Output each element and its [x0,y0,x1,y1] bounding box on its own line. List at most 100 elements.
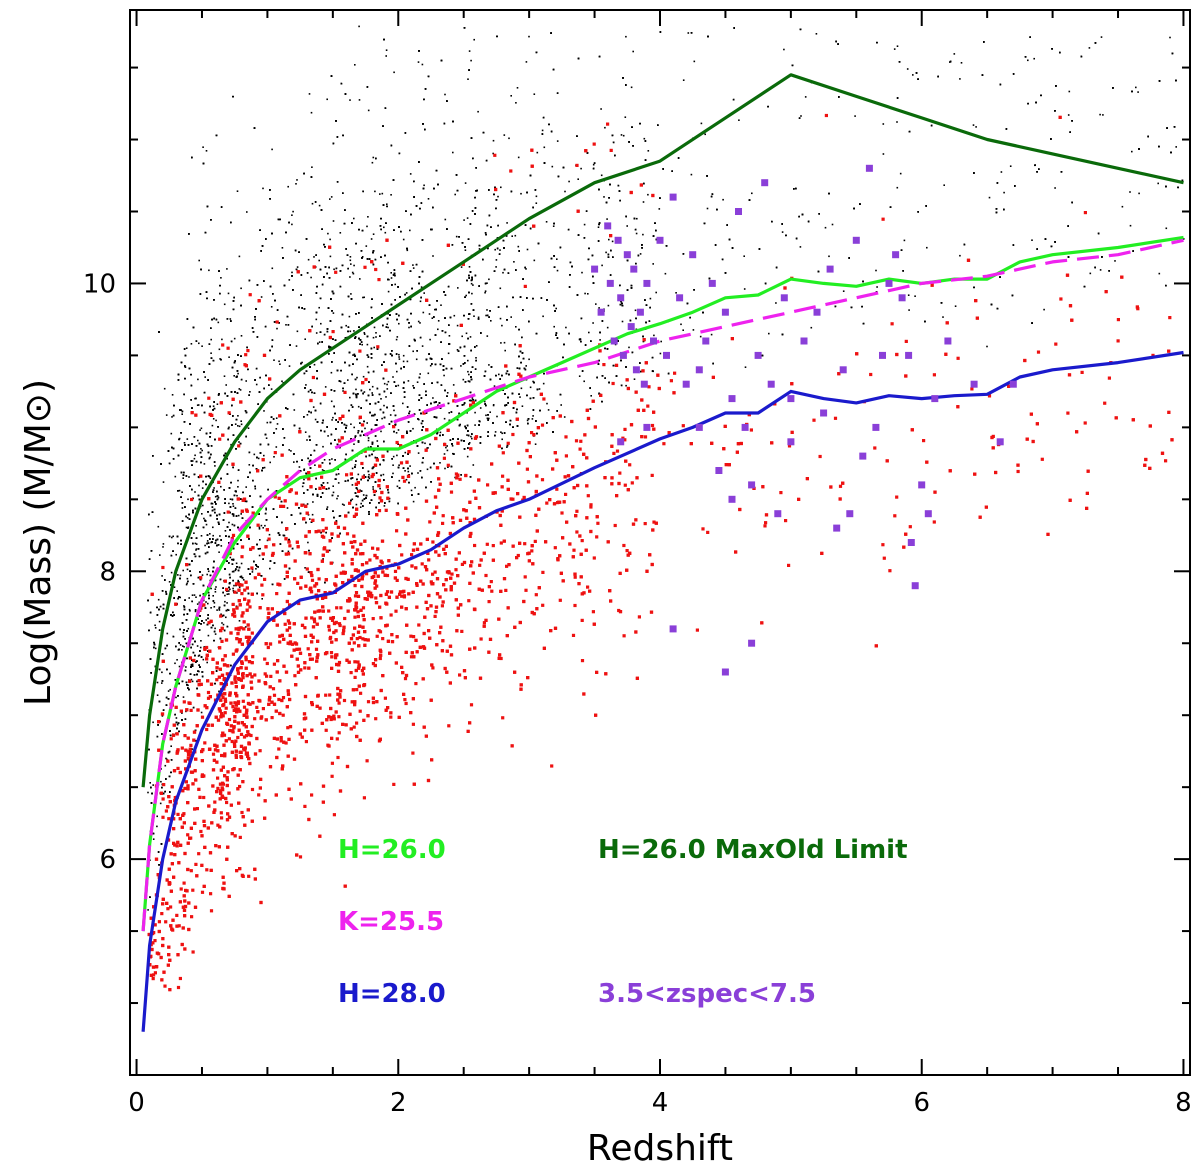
black-dot [367,216,369,218]
black-dot [251,571,254,573]
black-dot [187,684,189,687]
black-dot [186,582,188,585]
black-dot [186,517,189,519]
black-dot [182,696,185,698]
black-dot [168,581,171,583]
black-dot [620,134,623,136]
black-dot [165,757,167,760]
black-dot [410,489,413,492]
black-dot [233,375,235,377]
black-dot [402,354,405,357]
black-dot [366,225,368,228]
black-dot [465,332,468,335]
black-dot [197,378,199,381]
black-dot [556,140,559,142]
black-dot [468,373,470,376]
black-dot [201,574,204,576]
black-dot [218,348,221,351]
black-scatter-layer [147,25,1185,973]
black-dot [560,404,562,406]
black-dot [397,429,400,431]
black-dot [354,436,356,438]
black-dot [349,256,352,258]
black-dot [464,182,467,184]
black-dot [270,388,273,390]
black-dot [854,115,856,117]
black-dot [470,282,473,285]
black-dot [191,659,193,662]
black-dot [506,446,508,448]
black-dot [330,196,333,198]
black-dot [354,464,357,466]
black-dot [353,426,355,429]
black-dot [367,109,370,112]
black-dot [396,370,398,373]
black-dot [304,431,307,433]
black-dot [626,225,628,227]
black-dot [352,354,354,356]
black-dot [469,336,472,338]
black-dot [281,380,283,383]
black-dot [407,470,410,473]
black-dot [601,264,603,267]
black-dot [320,322,322,325]
black-dot [353,264,355,267]
black-dot [279,363,281,365]
black-dot [988,196,991,199]
black-dot [182,631,185,634]
black-dot [199,646,202,649]
black-dot [371,161,374,164]
black-dot [926,246,928,249]
black-dot [178,665,181,668]
black-dot [256,565,258,568]
black-dot [383,505,386,507]
black-dot [156,825,158,828]
black-dot [1169,36,1171,39]
black-dot [337,468,339,471]
black-dot [293,409,296,411]
black-dot [205,601,207,603]
black-dot [1129,224,1132,227]
black-dot [175,717,178,719]
black-dot [361,256,364,258]
black-dot [189,610,191,612]
black-dot [355,388,357,391]
black-dot [525,268,527,270]
black-dot [529,386,532,389]
black-dot [402,402,404,405]
black-dot [306,503,309,505]
black-dot [412,500,415,503]
black-dot [388,278,390,281]
black-dot [1121,205,1124,208]
black-dot [271,267,274,270]
black-dot [304,567,306,569]
black-dot [203,622,205,624]
black-dot [431,317,434,319]
black-dot [255,383,258,386]
black-dot [236,592,238,594]
black-dot [236,494,238,497]
black-dot [206,540,209,542]
black-dot [499,317,502,320]
black-dot [232,587,234,590]
black-dot [318,306,320,309]
black-dot [538,388,541,390]
black-dot [607,304,610,307]
black-dot [196,645,199,647]
black-dot [398,358,401,360]
black-dot [202,658,205,661]
black-dot [467,380,470,382]
black-dot [682,79,685,81]
black-dot [432,255,434,257]
black-dot [269,461,271,464]
black-dot [532,415,534,417]
black-dot [170,745,172,747]
black-dot [350,423,352,425]
black-dot [242,579,245,581]
black-dot [959,78,961,80]
black-dot [632,50,634,53]
black-dot [649,297,652,300]
black-dot [484,291,486,294]
black-dot [427,447,429,449]
black-dot [551,165,554,168]
